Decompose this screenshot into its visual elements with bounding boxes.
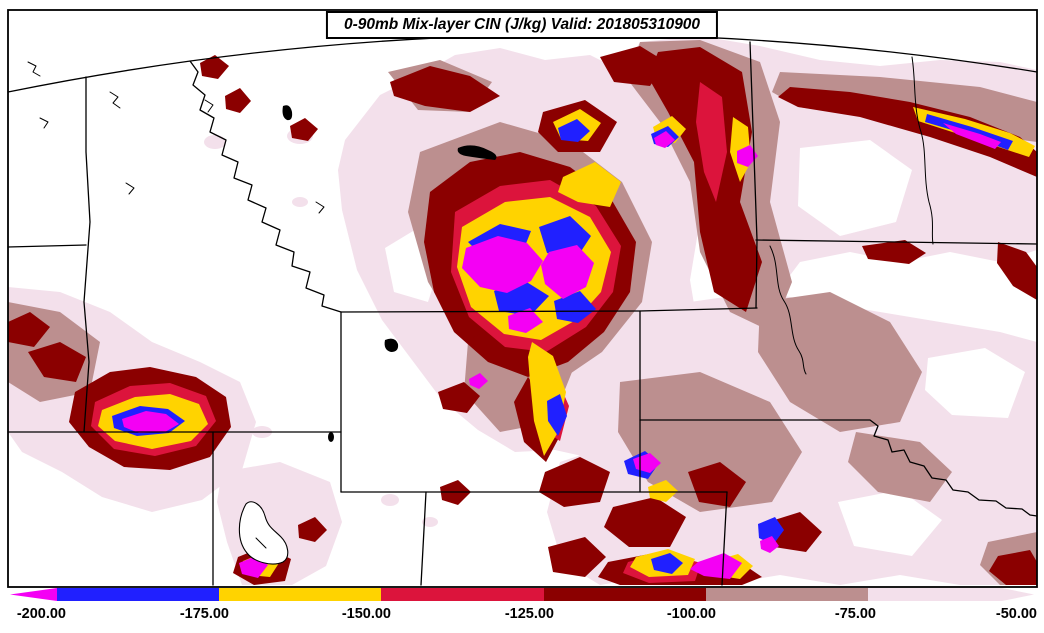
colorbar-arrow-left (10, 588, 57, 601)
colorbar-label: -150.00 (342, 606, 391, 622)
border-idaho-west (83, 76, 91, 433)
colorbar-segment (219, 588, 381, 601)
colorbar-label: -50.00 (996, 606, 1037, 622)
colorbar-label: -175.00 (180, 606, 229, 622)
border-sd-ne (639, 419, 1038, 517)
border-colorado-east (721, 491, 728, 586)
colorbar-segment (706, 588, 868, 601)
colorbar-arrow-right (1002, 588, 1034, 601)
colorbar-segment (544, 588, 706, 601)
colorbar-segment (868, 588, 1002, 601)
colorbar-segment (381, 588, 544, 601)
border-idaho-montana (189, 60, 342, 313)
map-title-box: 0-90mb Mix-layer CIN (J/kg) Valid: 20180… (325, 11, 719, 39)
colorbar-segment (57, 588, 219, 601)
colorbar-label: -200.00 (17, 606, 66, 622)
contour-holes-white (385, 140, 1025, 556)
border-colorado-utah (420, 491, 427, 586)
map-title: 0-90mb Mix-layer CIN (J/kg) Valid: 20180… (343, 16, 701, 33)
river-red (911, 56, 934, 245)
map-frame (7, 9, 1038, 588)
border-nd-sd (755, 239, 1038, 245)
lakes (27, 61, 497, 565)
colorbar-label: -125.00 (505, 606, 554, 622)
colorbar-label: -100.00 (667, 606, 716, 622)
colorbar: -200.00 -175.00 -150.00 -125.00 -100.00 … (10, 588, 1037, 622)
colorbar-label: -75.00 (835, 606, 876, 622)
river-missouri (769, 245, 807, 375)
border-wa-or (7, 244, 87, 248)
contour-layer-magenta (122, 123, 1001, 579)
